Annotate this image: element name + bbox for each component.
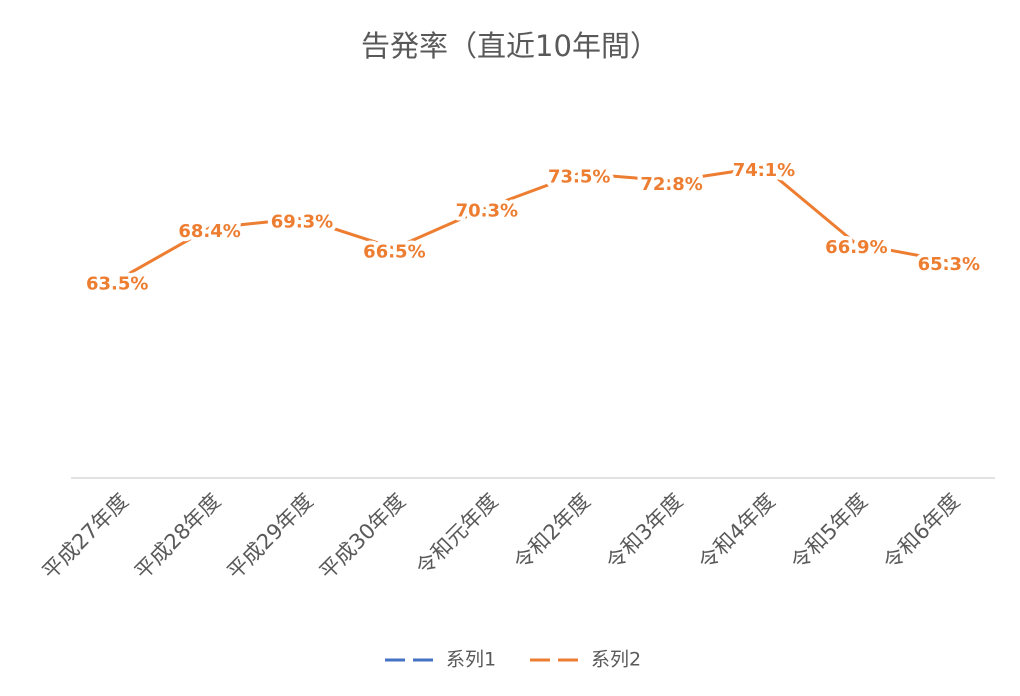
x-tick-label: 令和2年度: [509, 489, 595, 575]
chart-title: 告発率（直近10年間）: [361, 29, 659, 63]
data-label: 63.5%: [86, 273, 148, 294]
data-label: 74.1%: [733, 160, 795, 181]
x-tick-label: 令和元年度: [411, 489, 502, 580]
legend-label: 系列2: [591, 649, 641, 671]
data-label: 65.3%: [918, 254, 980, 275]
x-tick-label: 平成29年度: [223, 489, 318, 584]
data-label: 70.3%: [456, 201, 518, 222]
data-label: 69.3%: [271, 211, 333, 232]
data-label: 73.5%: [548, 166, 610, 187]
series-line: [116, 165, 950, 282]
x-tick-label: 令和6年度: [879, 489, 965, 575]
x-tick-label: 平成30年度: [315, 489, 410, 584]
data-label: 66.5%: [363, 241, 425, 262]
x-tick-label: 令和5年度: [786, 489, 872, 575]
legend-label: 系列1: [446, 649, 496, 671]
x-tick-label: 令和3年度: [602, 489, 688, 575]
x-tick-label: 平成28年度: [130, 489, 225, 584]
data-label: 68.4%: [178, 221, 240, 242]
x-tick-label: 令和4年度: [694, 489, 780, 575]
x-tick-label: 平成27年度: [38, 489, 133, 584]
data-label: 66.9%: [825, 237, 887, 258]
data-label: 72.8%: [640, 174, 702, 195]
